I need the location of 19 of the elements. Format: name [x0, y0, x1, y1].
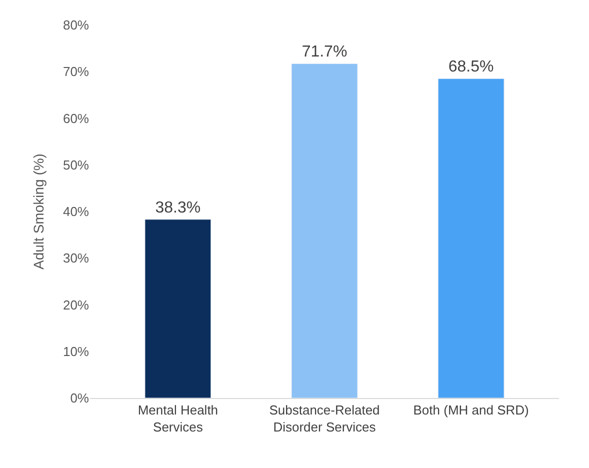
x-tick-label: Both (MH and SRD): [413, 402, 529, 418]
bar: [144, 219, 212, 398]
y-tick-label: 50%: [62, 157, 90, 172]
y-tick-label: 80%: [62, 18, 90, 33]
bar: [438, 78, 504, 398]
y-tick-label: 30%: [62, 250, 90, 266]
y-axis-title: Adult Smoking (%): [30, 154, 47, 270]
x-tick-label: Mental Health Services: [138, 402, 218, 434]
data-label: 71.7%: [302, 44, 348, 61]
y-tick-label: 0%: [70, 390, 90, 406]
y-tick-label: 40%: [62, 204, 90, 220]
y-tick-label: 70%: [62, 64, 90, 80]
bar: [291, 63, 358, 398]
y-tick-label: 10%: [62, 344, 90, 359]
y-tick-label: 60%: [62, 110, 90, 126]
data-label: 68.5%: [448, 58, 494, 76]
data-label: 38.3%: [155, 199, 201, 216]
y-tick-label: 20%: [62, 297, 90, 312]
x-tick-label: Substance-Related Disorder Services: [269, 402, 380, 434]
